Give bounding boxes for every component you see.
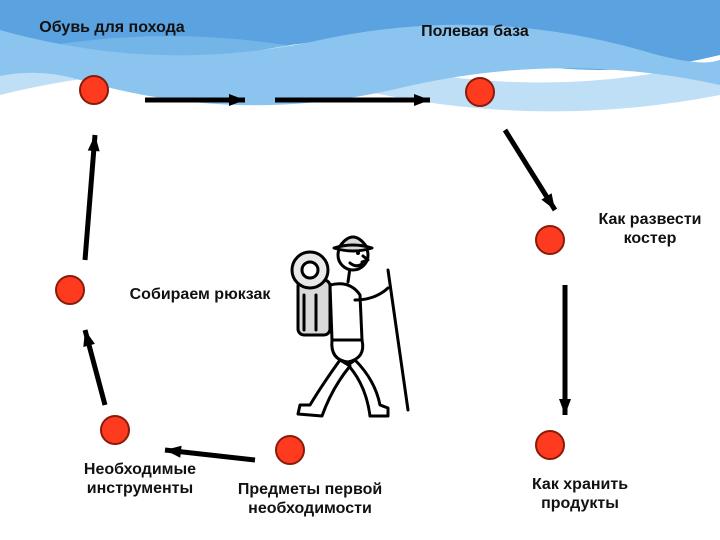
diagram-stage: Обувь для похода Полевая база Как развести… xyxy=(0,0,720,540)
node-base xyxy=(465,77,495,107)
arrow-3 xyxy=(559,285,571,415)
node-store xyxy=(535,430,565,460)
arrow-5 xyxy=(83,330,105,405)
label-store: Как хранить продукты xyxy=(500,475,660,513)
node-fire xyxy=(535,225,565,255)
arrow-6 xyxy=(85,135,100,260)
arrow-4 xyxy=(165,446,255,460)
label-tools: Необходимые инструменты xyxy=(60,460,220,498)
label-fire: Как развести костер xyxy=(585,210,715,248)
label-firstaid: Предметы первой необходимости xyxy=(210,480,410,518)
node-tools xyxy=(100,415,130,445)
arrow-1 xyxy=(275,94,430,106)
label-packing: Собираем рюкзак xyxy=(110,285,290,304)
arrow-0 xyxy=(145,94,245,106)
node-firstaid xyxy=(275,435,305,465)
hiker-icon xyxy=(270,210,420,430)
label-boots: Обувь для похода xyxy=(22,18,202,37)
node-boots xyxy=(79,75,109,105)
label-base: Полевая база xyxy=(385,22,565,41)
arrow-2 xyxy=(505,130,555,210)
node-packing xyxy=(55,275,85,305)
